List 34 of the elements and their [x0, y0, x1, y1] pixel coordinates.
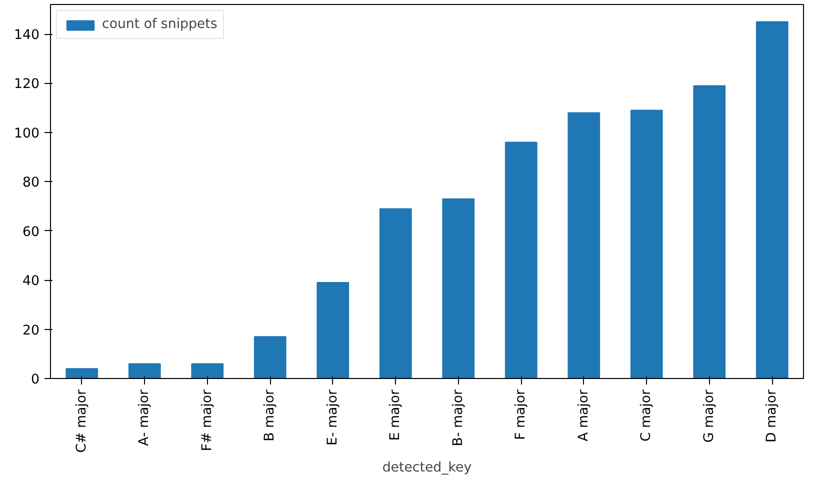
- x-tick-label: C# major: [74, 388, 90, 453]
- y-tick-label: 100: [14, 126, 40, 142]
- y-tick-label: 0: [31, 372, 40, 388]
- y-tick-label: 60: [22, 224, 40, 240]
- x-tick-label: E major: [388, 388, 404, 441]
- x-tick-label: E- major: [325, 388, 340, 446]
- x-tick-label: B major: [262, 388, 278, 442]
- bar: [379, 208, 412, 378]
- x-axis-title: detected_key: [382, 460, 472, 476]
- bar: [630, 110, 663, 378]
- x-tick-label: C major: [639, 388, 654, 442]
- y-tick-label: 120: [14, 77, 40, 92]
- x-tick-label: D major: [764, 388, 780, 442]
- bar: [756, 21, 788, 378]
- x-tick-label: G major: [702, 388, 717, 443]
- bar: [316, 282, 350, 378]
- x-tick-label: B- major: [450, 388, 466, 446]
- bar: [66, 368, 98, 378]
- bar: [568, 112, 600, 378]
- x-tick-label: A major: [576, 388, 592, 442]
- bar: [254, 336, 286, 378]
- legend-label: count of snippets: [102, 17, 218, 32]
- x-tick-label: F# major: [200, 388, 215, 452]
- bar: [504, 142, 538, 378]
- x-tick-label: F major: [514, 388, 529, 440]
- bar: [191, 363, 224, 378]
- bar: [128, 363, 161, 378]
- x-tick-label: A- major: [137, 388, 152, 446]
- bar: [693, 85, 726, 378]
- y-tick-label: 80: [22, 176, 40, 191]
- y-tick-label: 20: [22, 323, 40, 338]
- y-tick-label: 40: [22, 274, 40, 290]
- bar: [442, 198, 475, 378]
- y-tick-label: 140: [14, 28, 40, 44]
